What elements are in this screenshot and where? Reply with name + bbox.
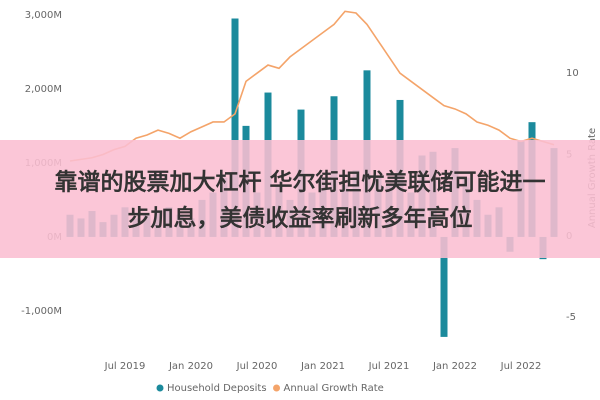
banner-text: 步加息，美债收益率刷新多年高位 xyxy=(128,205,473,232)
x-tick-label: Jul 2021 xyxy=(368,361,410,372)
x-tick-label: Jan 2022 xyxy=(432,361,477,372)
x-tick-label: Jan 2021 xyxy=(300,361,345,372)
banner xyxy=(0,140,600,258)
banner-text: 靠谱的股票加大杠杆 华尔街担忧美联储可能进一 xyxy=(54,169,545,196)
legend-marker xyxy=(156,384,164,392)
legend-marker xyxy=(273,384,281,392)
legend-label: Household Deposits xyxy=(167,383,267,394)
legend-label: Annual Growth Rate xyxy=(284,383,384,394)
y2-tick-label: 10 xyxy=(566,68,579,79)
y-tick-label: 3,000M xyxy=(25,10,62,21)
y-tick-label: 2,000M xyxy=(25,84,62,95)
y-tick-label: -1,000M xyxy=(21,306,62,317)
y2-tick-label: -5 xyxy=(566,312,576,323)
bar xyxy=(440,236,448,337)
x-tick-label: Jul 2020 xyxy=(236,361,278,372)
bar xyxy=(231,18,239,237)
x-tick-label: Jan 2020 xyxy=(168,361,213,372)
line xyxy=(69,10,555,162)
x-tick-label: Jul 2022 xyxy=(500,361,542,372)
x-tick-label: Jul 2019 xyxy=(104,361,146,372)
